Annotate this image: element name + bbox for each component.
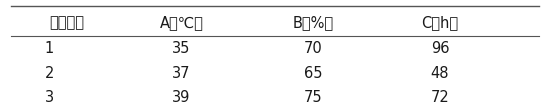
Text: 3: 3 [45,90,54,102]
Text: 1: 1 [45,41,54,57]
Text: 48: 48 [431,66,449,81]
Text: 70: 70 [304,41,323,57]
Text: 72: 72 [431,90,449,102]
Text: A（℃）: A（℃） [160,15,204,30]
Text: C（h）: C（h） [421,15,459,30]
Text: 65: 65 [304,66,323,81]
Text: 37: 37 [172,66,191,81]
Text: 2: 2 [45,66,54,81]
Text: 因素水平: 因素水平 [50,15,85,30]
Text: 75: 75 [304,90,323,102]
Text: 35: 35 [172,41,191,57]
Text: 96: 96 [431,41,449,57]
Text: 39: 39 [172,90,191,102]
Text: B（%）: B（%） [293,15,334,30]
